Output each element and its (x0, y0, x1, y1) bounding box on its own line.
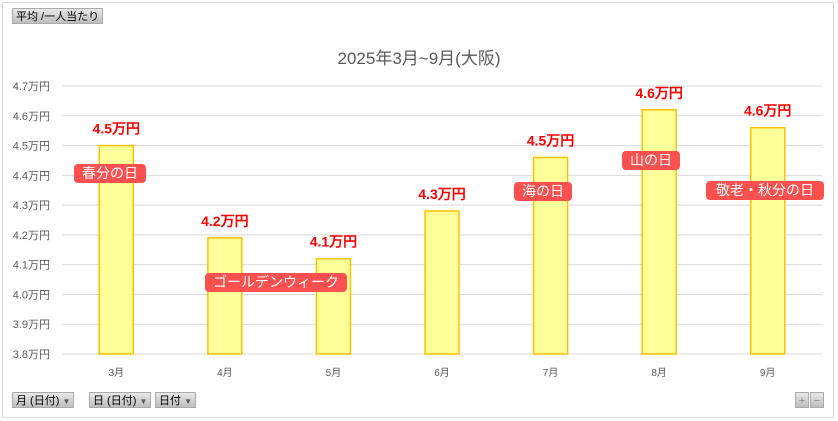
data-label: 4.2万円 (201, 213, 248, 229)
x-tick-label: 9月 (760, 367, 776, 379)
y-tick-label: 4.2万円 (13, 230, 50, 242)
annotation-yama-no-hi: 山の日 (622, 151, 680, 170)
filter-day-label: 日 (日付) (93, 395, 137, 407)
annotation-shunbun: 春分の日 (74, 164, 146, 183)
filter-dropdown-icon: ▼ (62, 397, 71, 406)
filter-day-button[interactable]: 日 (日付) ▼ (89, 392, 152, 408)
y-tick-label: 4.4万円 (13, 170, 50, 182)
bar (207, 237, 243, 355)
chart-title: 2025年3月~9月(大阪) (337, 49, 501, 68)
x-tick-label: 3月 (109, 367, 125, 379)
x-tick-label: 6月 (434, 367, 450, 379)
data-label: 4.1万円 (310, 234, 357, 250)
y-tick-label: 3.9万円 (13, 319, 50, 331)
data-label: 4.5万円 (527, 132, 574, 148)
y-tick-label: 4.7万円 (13, 81, 50, 93)
expand-button[interactable]: + (795, 392, 809, 408)
annotation-keiro-shubun: 敬老・秋分の日 (706, 181, 824, 200)
bar (424, 210, 460, 355)
annotation-golden-week: ゴールデンウィーク (205, 273, 347, 292)
x-tick-label: 4月 (217, 367, 233, 379)
data-label: 4.3万円 (418, 186, 465, 202)
y-tick-label: 4.1万円 (13, 260, 50, 272)
dropdown-icon: ▼ (139, 397, 148, 406)
filter-date-button[interactable]: 日付 ▼ (155, 392, 196, 408)
dropdown-icon: ▼ (184, 397, 192, 406)
bar (641, 109, 677, 355)
data-label: 4.5万円 (93, 121, 140, 137)
data-label: 4.6万円 (744, 103, 791, 119)
y-tick-label: 3.8万円 (13, 349, 50, 361)
value-field-button[interactable]: 平均 /一人当たり (12, 8, 104, 24)
y-tick-label: 4.5万円 (13, 141, 50, 153)
x-tick-label: 8月 (651, 367, 667, 379)
filter-month-label: 月 (日付) (16, 395, 60, 407)
filter-month-button[interactable]: 月 (日付) ▼ (12, 392, 75, 408)
y-tick-label: 4.3万円 (13, 200, 50, 212)
y-tick-label: 4.0万円 (13, 289, 50, 301)
collapse-button[interactable]: − (810, 392, 824, 408)
x-tick-label: 7月 (543, 367, 559, 379)
x-tick-label: 5月 (326, 367, 342, 379)
bar (749, 126, 786, 355)
data-label: 4.6万円 (635, 85, 682, 101)
filter-date-label: 日付 (159, 395, 181, 407)
y-tick-label: 4.6万円 (13, 111, 50, 123)
annotation-umi-no-hi: 海の日 (514, 182, 572, 201)
